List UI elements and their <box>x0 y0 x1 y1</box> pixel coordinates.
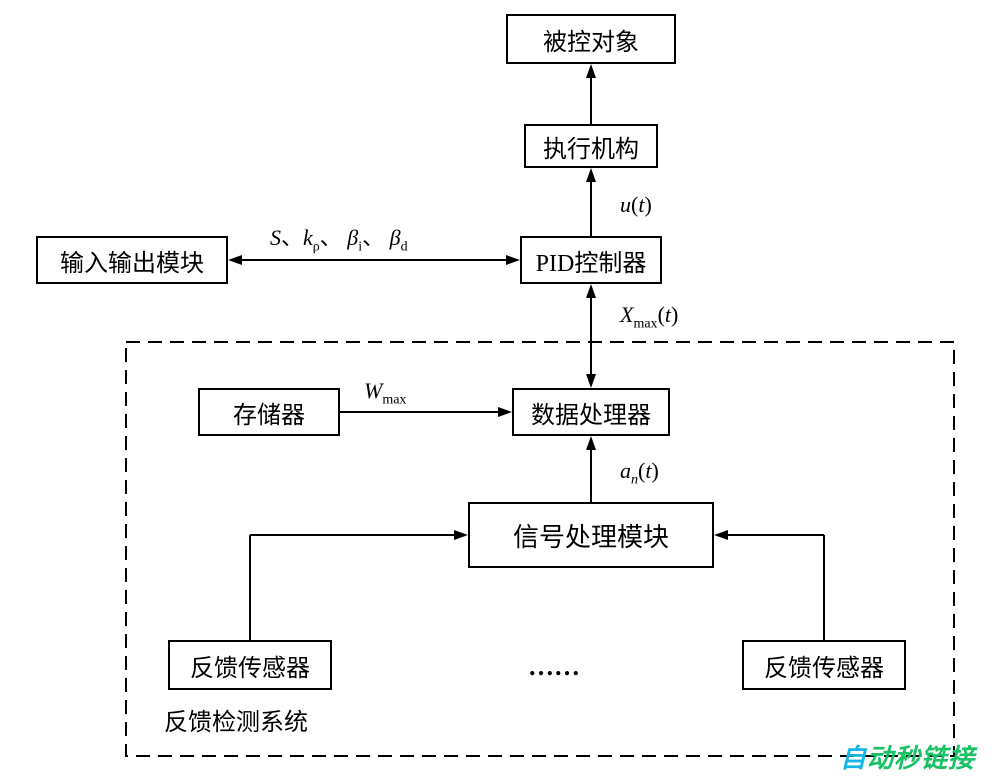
node-storage: 存储器 <box>198 388 340 436</box>
region-label-text: 反馈检测系统 <box>164 710 308 736</box>
diagram-canvas: 被控对象 执行机构 输入输出模块 PID控制器 存储器 数据处理器 信号处理模块… <box>0 0 1000 777</box>
edge-label-u-t: u(t) <box>620 192 652 218</box>
edge-label-params: S、kρ、 βi、 βd <box>270 220 408 255</box>
edge-label-wmax: Wmax <box>364 378 406 408</box>
node-label: 反馈传感器 <box>190 648 310 683</box>
node-label: 数据处理器 <box>531 395 651 430</box>
node-label: 执行机构 <box>543 129 639 164</box>
node-label: 信号处理模块 <box>513 517 669 554</box>
edge-label-xmax-t: Xmax(t) <box>620 302 678 332</box>
node-label: 存储器 <box>233 395 305 430</box>
node-label: 反馈传感器 <box>764 648 884 683</box>
node-data-processor: 数据处理器 <box>512 388 670 436</box>
node-feedback-sensor-left: 反馈传感器 <box>168 640 332 690</box>
ellipsis-sensors: …… <box>528 652 580 682</box>
watermark: 自动秒链接 <box>840 738 975 775</box>
node-pid-controller: PID控制器 <box>520 236 662 284</box>
node-actuator: 执行机构 <box>524 124 658 168</box>
edge-label-an-t: an(t) <box>620 458 659 488</box>
ellipsis-text: …… <box>528 652 580 681</box>
node-feedback-sensor-right: 反馈传感器 <box>742 640 906 690</box>
node-label: PID控制器 <box>536 243 647 278</box>
node-label: 输入输出模块 <box>60 243 204 278</box>
node-controlled-object: 被控对象 <box>506 14 676 64</box>
node-io-module: 输入输出模块 <box>36 236 228 284</box>
region-label-feedback-system: 反馈检测系统 <box>164 702 308 737</box>
node-label: 被控对象 <box>543 22 639 57</box>
node-signal-processor: 信号处理模块 <box>468 502 714 568</box>
